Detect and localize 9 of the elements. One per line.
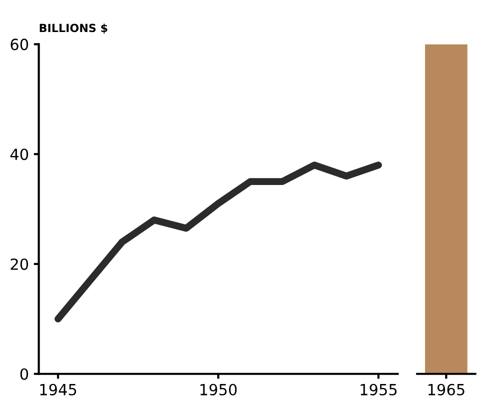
y-tick-label: 40	[10, 148, 28, 160]
x-tick-label: 1965	[428, 384, 464, 396]
x-tick-label: 1950	[200, 384, 237, 396]
y-tick-label: 20	[10, 258, 28, 270]
y-tick-label: 0	[20, 368, 28, 380]
x-tick-label: 1955	[360, 384, 397, 396]
x-tick-label: 1945	[40, 384, 76, 396]
y-axis-title: BILLIONS $	[40, 24, 108, 34]
y-tick-label: 60	[10, 38, 28, 50]
